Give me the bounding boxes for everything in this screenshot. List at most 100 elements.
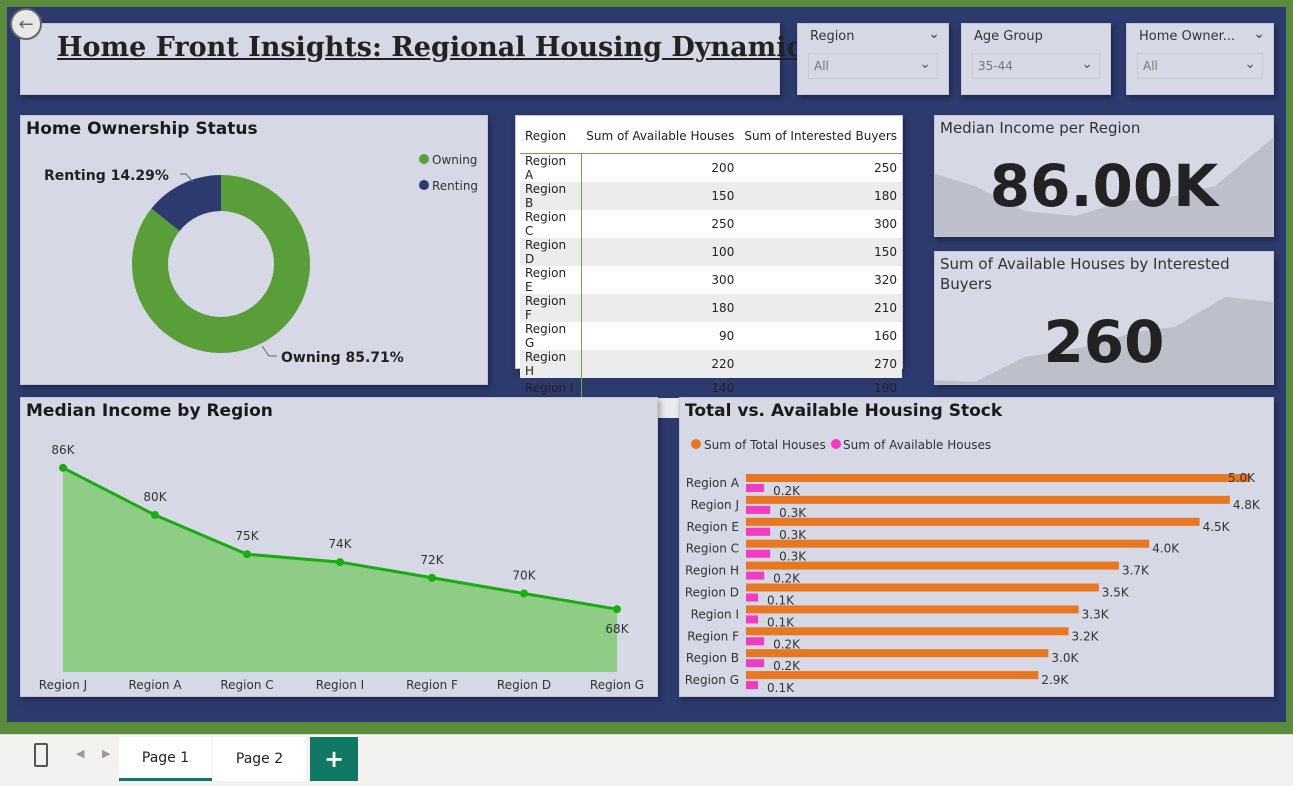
table-cell: 100 bbox=[581, 237, 740, 266]
region-table-card[interactable]: Region Sum of Available Houses Sum of In… bbox=[515, 115, 903, 438]
bar-total-houses[interactable] bbox=[746, 495, 1230, 504]
table-row[interactable]: Region H 220 270 bbox=[520, 349, 902, 378]
legend-label: Sum of Available Houses bbox=[843, 438, 991, 452]
bar-chart: Sum of Total Houses Sum of Available Hous… bbox=[685, 438, 1261, 695]
bar-total-houses[interactable] bbox=[746, 649, 1049, 658]
age-group-slicer[interactable]: Age Group 35-44 ⌄ bbox=[961, 23, 1111, 95]
region-dropdown[interactable]: All ⌄ bbox=[808, 53, 938, 79]
table-row[interactable]: Region F 180 210 bbox=[520, 293, 902, 322]
table-cell: Region G bbox=[520, 321, 582, 350]
housing-stock-bar-card[interactable]: Total vs. Available Housing Stock Sum of… bbox=[679, 397, 1274, 697]
area-point[interactable] bbox=[59, 463, 67, 472]
mobile-layout-icon[interactable] bbox=[34, 743, 48, 767]
back-arrow-icon[interactable]: ← bbox=[10, 8, 42, 40]
bar-data-label: 0.3K bbox=[779, 528, 807, 542]
table-row[interactable]: Region B 150 180 bbox=[520, 181, 902, 210]
chevron-down-icon: ⌄ bbox=[1244, 56, 1256, 72]
home-ownership-dropdown[interactable]: All ⌄ bbox=[1137, 53, 1263, 79]
area-data-label: 80K bbox=[143, 490, 167, 504]
y-tick-label: Region I bbox=[691, 607, 739, 621]
bar-available-houses[interactable] bbox=[746, 659, 765, 668]
median-income-area-card[interactable]: Median Income by Region 86K Region J 80K Re… bbox=[20, 397, 658, 697]
chevron-down-icon[interactable]: ⌄ bbox=[1253, 26, 1265, 42]
bar-total-houses[interactable] bbox=[746, 671, 1039, 680]
chevron-down-icon[interactable]: ⌄ bbox=[928, 26, 940, 42]
bar-available-houses[interactable] bbox=[746, 505, 771, 514]
bar-total-houses[interactable] bbox=[746, 627, 1069, 636]
bar-total-houses[interactable] bbox=[746, 561, 1119, 570]
slicer-label: Age Group bbox=[974, 29, 1043, 44]
bar-data-label: 3.3K bbox=[1082, 607, 1110, 621]
slicer-label: Home Owner... bbox=[1139, 29, 1236, 44]
y-tick-label: Region E bbox=[687, 520, 739, 534]
page-title: Home Front Insights: Regional Housing Dy… bbox=[57, 32, 819, 63]
x-tick-label: Region I bbox=[316, 678, 364, 692]
next-page-icon[interactable]: ▶ bbox=[102, 747, 111, 760]
table-row[interactable]: Region I 140 190 bbox=[520, 377, 902, 398]
bar-data-label: 3.0K bbox=[1051, 651, 1079, 665]
bar-available-houses[interactable] bbox=[746, 527, 771, 536]
area-fill bbox=[63, 467, 617, 672]
area-data-label: 70K bbox=[512, 568, 536, 582]
x-tick-label: Region G bbox=[590, 678, 644, 692]
table-row[interactable]: Region G 90 160 bbox=[520, 321, 902, 350]
bar-total-houses[interactable] bbox=[746, 605, 1079, 614]
bar-total-houses[interactable] bbox=[746, 474, 1250, 482]
y-tick-label: Region J bbox=[691, 498, 739, 512]
home-ownership-slicer[interactable]: Home Owner... ⌄ All ⌄ bbox=[1126, 23, 1274, 95]
bar-available-houses[interactable] bbox=[746, 681, 759, 690]
bar-data-label: 2.9K bbox=[1041, 673, 1069, 687]
tab-page-2[interactable]: Page 2 bbox=[213, 737, 306, 781]
area-point[interactable] bbox=[243, 550, 251, 559]
region-table: Region Sum of Available Houses Sum of In… bbox=[520, 120, 902, 438]
ownership-donut-card[interactable]: Home Ownership Status Owning Renting Ren… bbox=[20, 115, 488, 385]
y-tick-label: Region F bbox=[687, 629, 739, 643]
chevron-down-icon: ⌄ bbox=[919, 56, 931, 72]
table-cell: Region B bbox=[520, 181, 582, 210]
area-point[interactable] bbox=[428, 573, 436, 582]
area-point[interactable] bbox=[336, 558, 344, 567]
bar-total-houses[interactable] bbox=[746, 583, 1099, 592]
table-cell: Region I bbox=[520, 377, 582, 398]
add-page-button[interactable]: + bbox=[310, 737, 358, 781]
slicer-value: All bbox=[814, 59, 829, 73]
x-tick-label: Region F bbox=[406, 678, 458, 692]
tab-page-1[interactable]: Page 1 bbox=[119, 737, 212, 781]
donut-slice-renting[interactable] bbox=[151, 175, 221, 231]
bar-available-houses[interactable] bbox=[746, 637, 765, 646]
bar-available-houses[interactable] bbox=[746, 615, 759, 624]
legend-swatch bbox=[831, 439, 841, 449]
area-point[interactable] bbox=[520, 589, 528, 598]
table-cell: Region H bbox=[520, 349, 582, 378]
slicer-value: 35-44 bbox=[978, 59, 1013, 73]
bar-data-label: 0.3K bbox=[779, 506, 807, 520]
bar-available-houses[interactable] bbox=[746, 571, 765, 580]
bar-available-houses[interactable] bbox=[746, 593, 759, 602]
table-cell: 180 bbox=[581, 293, 740, 322]
area-point[interactable] bbox=[151, 510, 159, 519]
bar-available-houses[interactable] bbox=[746, 549, 771, 558]
table-header-region[interactable]: Region bbox=[520, 120, 582, 154]
region-slicer[interactable]: Region ⌄ All ⌄ bbox=[797, 23, 949, 95]
table-cell: 180 bbox=[739, 181, 902, 210]
area-chart: 86K Region J 80K Region A 75K Region C 74K Regi… bbox=[39, 443, 644, 692]
table-row[interactable]: Region E 300 320 bbox=[520, 265, 902, 294]
kpi-sparkline bbox=[935, 138, 1273, 236]
area-point[interactable] bbox=[613, 605, 621, 614]
table-row[interactable]: Region A 200 250 bbox=[520, 153, 902, 182]
prev-page-icon[interactable]: ◀ bbox=[76, 747, 85, 760]
table-row[interactable]: Region D 100 150 bbox=[520, 237, 902, 266]
bar-total-houses[interactable] bbox=[746, 517, 1200, 526]
age-group-dropdown[interactable]: 35-44 ⌄ bbox=[972, 53, 1100, 79]
bar-total-houses[interactable] bbox=[746, 539, 1150, 548]
legend-label: Sum of Total Houses bbox=[704, 438, 826, 452]
table-header-buyers[interactable]: Sum of Interested Buyers bbox=[739, 120, 902, 154]
y-tick-label: Region D bbox=[685, 586, 739, 600]
donut-slice-owning[interactable] bbox=[132, 175, 310, 353]
median-income-kpi-card: Median Income per Region 86.00K bbox=[934, 115, 1274, 237]
bar-data-label: 0.2K bbox=[773, 484, 801, 498]
bar-available-houses[interactable] bbox=[746, 484, 765, 492]
table-header-available[interactable]: Sum of Available Houses bbox=[581, 120, 740, 154]
table-row[interactable]: Region C 250 300 bbox=[520, 209, 902, 238]
table-cell: 90 bbox=[719, 328, 735, 343]
